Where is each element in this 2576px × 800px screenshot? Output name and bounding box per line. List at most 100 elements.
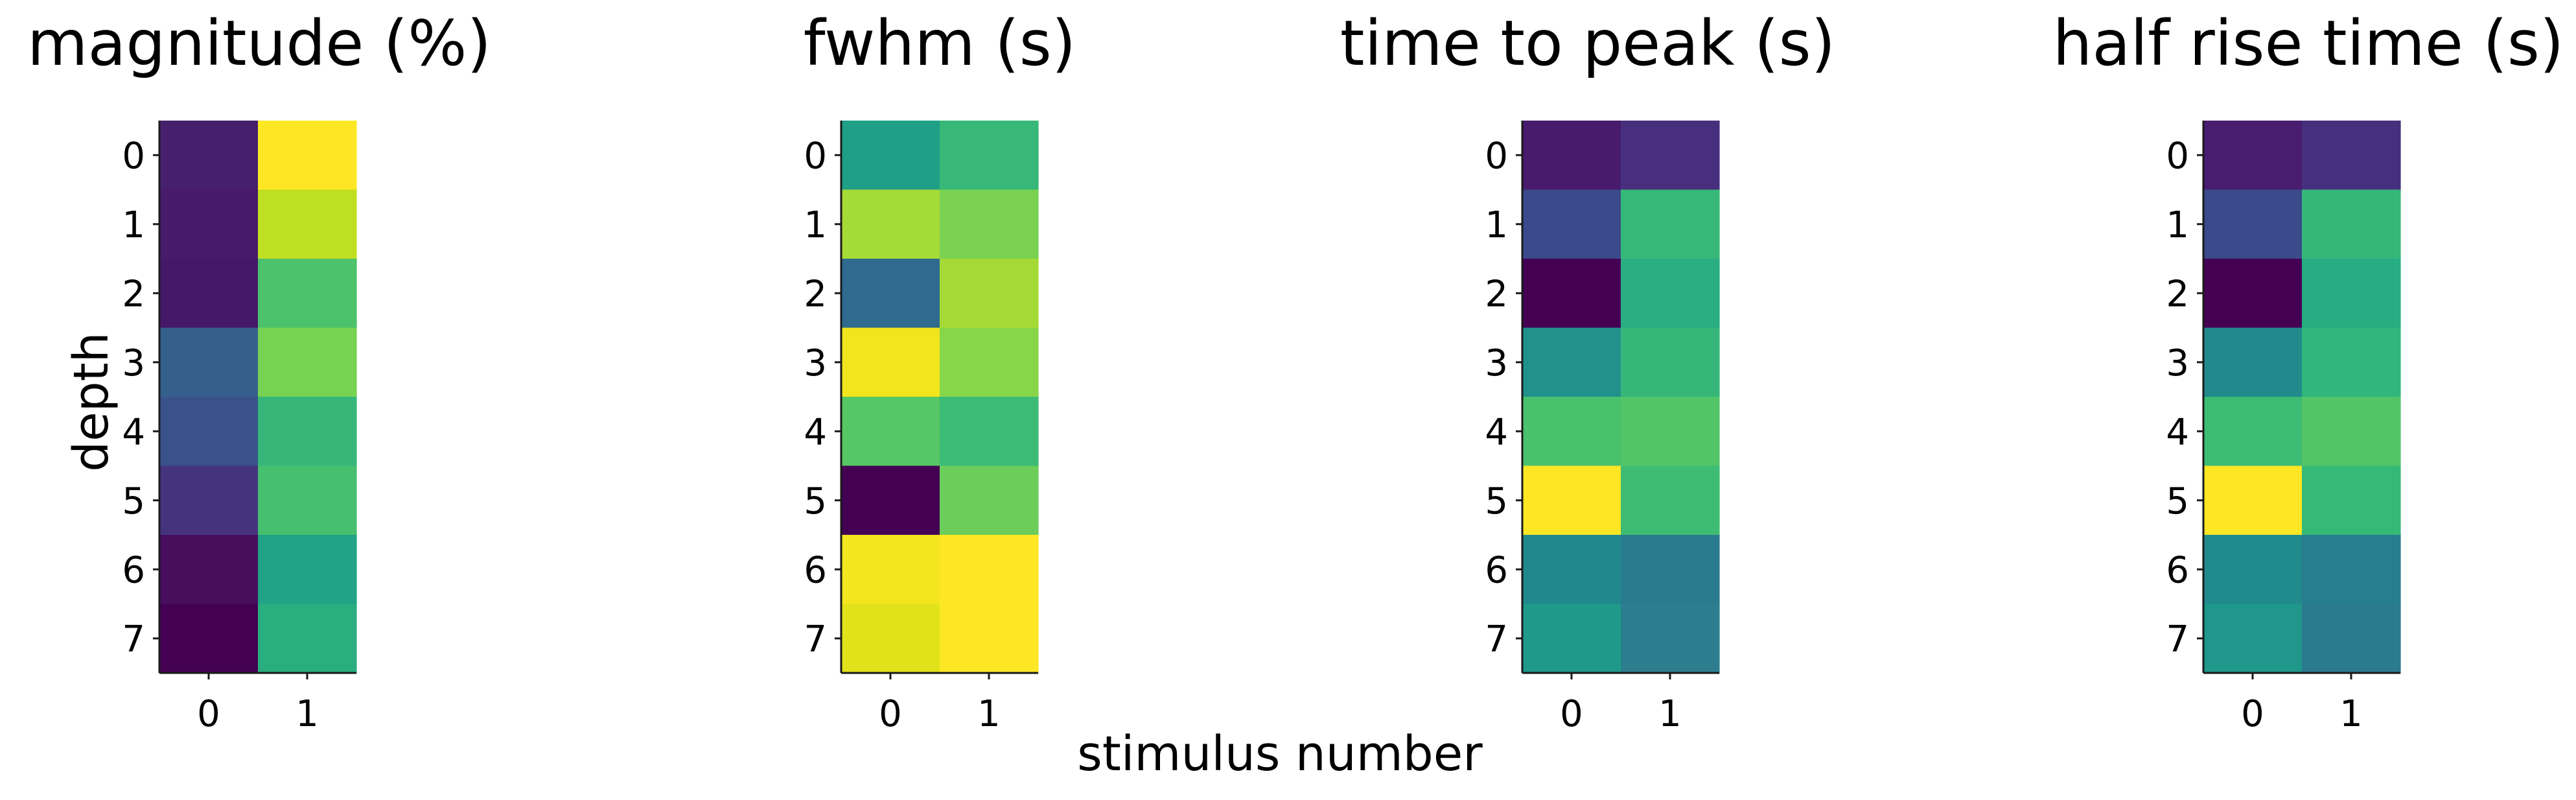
y-tick-label: 7 xyxy=(2166,618,2189,661)
heatmap-cell xyxy=(2302,465,2401,535)
heatmap-cell xyxy=(2302,327,2401,397)
x-tick-label: 1 xyxy=(1658,693,1682,735)
heatmap-cell xyxy=(258,121,357,191)
y-tick-label: 7 xyxy=(122,618,145,661)
heatmap-cell xyxy=(2302,604,2401,674)
heatmap-cell xyxy=(1621,397,1720,467)
heatmap-cell xyxy=(1621,535,1720,605)
heatmap-cell xyxy=(940,259,1039,329)
heatmap-cell xyxy=(2302,121,2401,191)
heatmap-cell xyxy=(940,535,1039,605)
y-tick-label: 6 xyxy=(804,549,827,591)
heatmap-cell xyxy=(258,327,357,397)
heatmap-cell xyxy=(1522,121,1621,191)
heatmap-panel: time to peak (s) 0 1 2 3 4 5 6 7 0 1 xyxy=(1340,7,1835,735)
y-tick-label: 7 xyxy=(804,618,827,661)
panel-title: half rise time (s) xyxy=(2053,7,2564,80)
heatmap-cell xyxy=(940,121,1039,191)
heatmap-cell xyxy=(2302,259,2401,329)
y-tick-label: 1 xyxy=(1485,204,1508,246)
y-tick-label: 5 xyxy=(122,480,145,523)
y-tick-label: 4 xyxy=(2166,411,2189,453)
heatmap-cell xyxy=(1522,189,1621,259)
y-tick-label: 2 xyxy=(2166,273,2189,315)
heatmap-panel: half rise time (s) 0 1 2 3 4 5 6 7 0 1 xyxy=(2053,7,2564,735)
y-tick-label: 7 xyxy=(1485,618,1508,661)
heatmap-cell xyxy=(258,604,357,674)
heatmap-cell xyxy=(841,189,940,259)
heatmap-cell xyxy=(258,535,357,605)
x-tick-label: 0 xyxy=(1560,693,1583,735)
heatmap-cell xyxy=(1621,121,1720,191)
heatmap-cell xyxy=(940,465,1039,535)
y-tick-label: 5 xyxy=(804,480,827,523)
y-tick-label: 6 xyxy=(1485,549,1508,591)
heatmap-cell xyxy=(2203,189,2303,259)
y-tick-label: 6 xyxy=(2166,549,2189,591)
heatmap-cell xyxy=(940,397,1039,467)
heatmap-cell xyxy=(159,465,259,535)
heatmap-cell xyxy=(159,535,259,605)
y-tick-label: 3 xyxy=(2166,342,2189,384)
heatmap-cell xyxy=(1621,327,1720,397)
heatmap-cell xyxy=(1522,465,1621,535)
heatmap-cell xyxy=(258,397,357,467)
heatmap-panel: fwhm (s) 0 1 2 3 4 5 6 7 0 1 xyxy=(804,7,1076,735)
heatmap-cell xyxy=(940,189,1039,259)
y-tick-label: 0 xyxy=(1485,135,1508,177)
heatmap-cell xyxy=(1522,327,1621,397)
x-tick-label: 1 xyxy=(977,693,1001,735)
heatmap-cell xyxy=(841,604,940,674)
heatmap-cell xyxy=(2203,121,2303,191)
y-tick-label: 2 xyxy=(1485,273,1508,315)
x-axis-label: stimulus number xyxy=(1077,726,1483,782)
y-tick-label: 0 xyxy=(2166,135,2189,177)
heatmap-cell xyxy=(940,327,1039,397)
heatmap-cell xyxy=(1522,604,1621,674)
heatmap-cell xyxy=(159,189,259,259)
heatmap-cell xyxy=(841,327,940,397)
heatmap-cell xyxy=(258,465,357,535)
x-tick-label: 0 xyxy=(2241,693,2264,735)
heatmap-cell xyxy=(1621,259,1720,329)
heatmap-cell xyxy=(159,397,259,467)
heatmap-cell xyxy=(841,121,940,191)
heatmap-cell xyxy=(1621,604,1720,674)
y-tick-label: 1 xyxy=(122,204,145,246)
heatmap-cell xyxy=(2203,327,2303,397)
heatmap-cell xyxy=(2302,397,2401,467)
heatmap-cell xyxy=(2302,535,2401,605)
heatmap-cell xyxy=(841,465,940,535)
y-tick-label: 1 xyxy=(804,204,827,246)
x-tick-label: 0 xyxy=(197,693,220,735)
heatmap-cell xyxy=(2203,465,2303,535)
y-tick-label: 2 xyxy=(122,273,145,315)
heatmap-cell xyxy=(841,397,940,467)
y-tick-label: 1 xyxy=(2166,204,2189,246)
heatmap-cell xyxy=(1621,465,1720,535)
y-tick-label: 6 xyxy=(122,549,145,591)
y-tick-label: 5 xyxy=(1485,480,1508,523)
heatmap-cell xyxy=(940,604,1039,674)
y-tick-label: 4 xyxy=(804,411,827,453)
y-tick-label: 3 xyxy=(1485,342,1508,384)
heatmap-cell xyxy=(159,604,259,674)
y-tick-label: 4 xyxy=(1485,411,1508,453)
panel-title: fwhm (s) xyxy=(804,7,1076,80)
heatmap-cell xyxy=(159,121,259,191)
heatmap-cell xyxy=(258,189,357,259)
y-tick-label: 5 xyxy=(2166,480,2189,523)
heatmap-cell xyxy=(1522,397,1621,467)
y-tick-label: 0 xyxy=(804,135,827,177)
y-axis-label: depth xyxy=(64,332,119,471)
y-tick-label: 3 xyxy=(804,342,827,384)
heatmap-cell xyxy=(841,535,940,605)
heatmap-cell xyxy=(2203,397,2303,467)
heatmap-cell xyxy=(2203,259,2303,329)
panel-title: time to peak (s) xyxy=(1340,7,1835,80)
heatmap-cell xyxy=(1522,259,1621,329)
heatmap-cell xyxy=(159,327,259,397)
y-tick-label: 3 xyxy=(122,342,145,384)
x-tick-label: 1 xyxy=(2339,693,2363,735)
y-tick-label: 2 xyxy=(804,273,827,315)
